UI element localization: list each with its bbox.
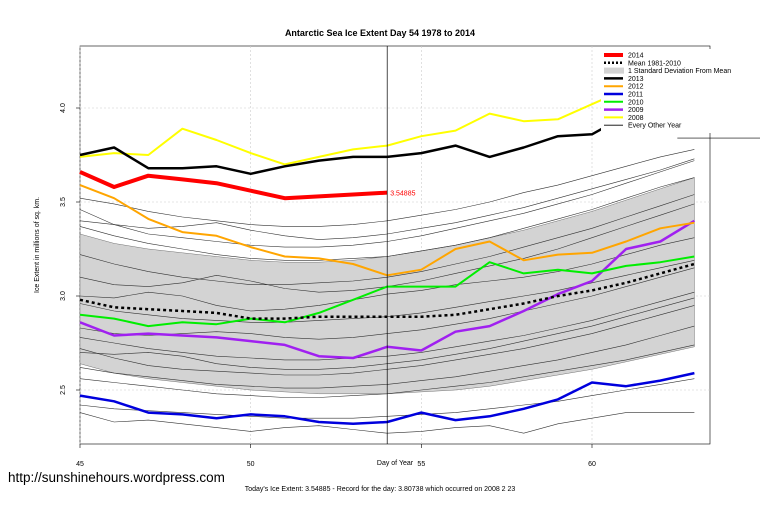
current-value-label: 3.54885 [390,191,415,198]
chart-title: Antarctic Sea Ice Extent Day 54 1978 to … [285,28,475,38]
legend-swatch [604,67,624,74]
legend-label: 1 Standard Deviation From Mean [628,68,731,75]
record-note: Today's Ice Extent: 3.54885 - Record for… [244,486,516,493]
legend-label: 2011 [628,92,643,99]
sea-ice-chart: Antarctic Sea Ice Extent Day 54 1978 to … [34,28,760,468]
legend-label: 2009 [628,107,644,114]
blog-url[interactable]: http://sunshinehours.wordpress.com [8,470,225,485]
x-tick-label: 60 [588,461,596,468]
y-tick-label: 4.0 [60,103,67,113]
x-tick-label: 55 [417,461,425,468]
y-tick-label: 3.5 [60,197,67,207]
legend-label: 2010 [628,99,644,106]
legend-label: 2013 [628,76,644,83]
x-axis-label: Day of Year [377,460,414,467]
x-tick-label: 50 [247,461,255,468]
legend-label: 2012 [628,84,644,91]
y-axis-ticks: 2.5 3.0 3.5 4.0 [60,103,80,395]
x-axis-ticks: 45 50 55 60 [76,444,596,468]
y-tick-label: 3.0 [60,291,67,301]
y-axis-label: Ice Extent in millions of sq. km. [34,197,41,293]
legend-box [601,49,760,133]
legend-label: Every Other Year [628,123,682,130]
y-tick-label: 2.5 [60,385,67,395]
x-tick-label: 45 [76,461,84,468]
legend-label: Mean 1981-2010 [628,60,681,67]
series-line-2014 [79,170,388,201]
legend-label: 2014 [628,53,644,60]
legend-label: 2008 [628,115,644,122]
